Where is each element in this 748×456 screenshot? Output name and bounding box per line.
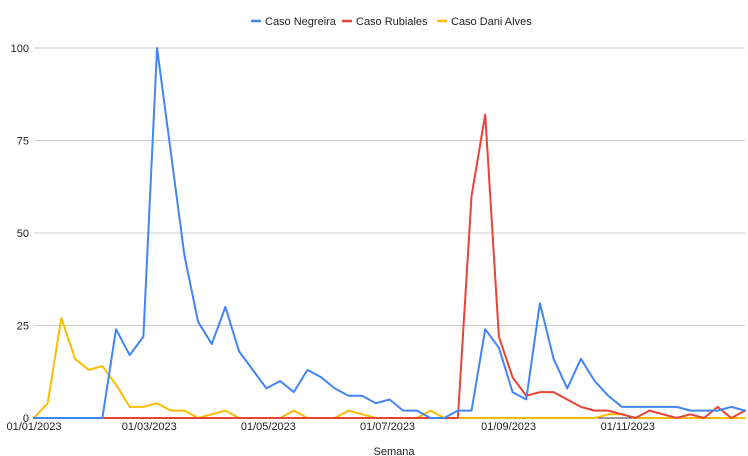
y-tick-label: 0	[23, 413, 29, 425]
series-lines	[33, 47, 746, 419]
series-line-caso-rubiales	[33, 113, 746, 419]
x-tick-label: 01/07/2023	[360, 421, 415, 433]
y-axis-ticks: 0 25 50 75 100	[11, 43, 29, 425]
y-tick-label: 25	[17, 321, 29, 333]
x-tick-label: 01/01/2023	[6, 421, 61, 433]
x-axis-ticks: 01/01/2023 01/03/2023 01/05/2023 01/07/2023…	[6, 421, 654, 433]
series-line-caso-negreira	[33, 47, 746, 419]
x-tick-label: 01/09/2023	[481, 421, 536, 433]
legend: Caso Negreira Caso Rubiales Caso Dani Alve…	[251, 16, 532, 28]
legend-entry-label: Caso Negreira	[265, 16, 337, 28]
series-line-caso-dani-alves	[33, 317, 746, 419]
legend-entry-label: Caso Dani Alves	[451, 16, 532, 28]
gridlines	[34, 47, 745, 419]
x-tick-label: 01/11/2023	[601, 421, 655, 433]
x-tick-label: 01/03/2023	[122, 421, 177, 433]
y-tick-label: 100	[11, 43, 29, 55]
y-tick-label: 50	[17, 228, 29, 240]
x-axis-title: Semana	[374, 446, 416, 456]
x-tick-label: 01/05/2023	[241, 421, 296, 433]
y-tick-label: 75	[17, 136, 29, 148]
legend-entry-label: Caso Rubiales	[356, 16, 428, 28]
